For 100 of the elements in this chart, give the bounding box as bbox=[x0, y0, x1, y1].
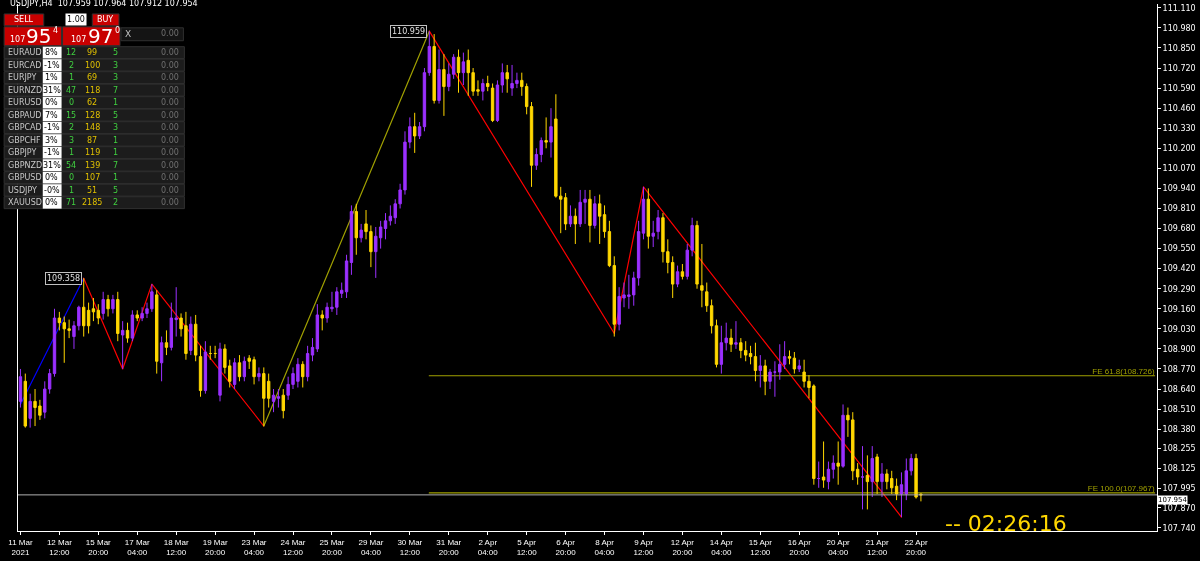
y-tick-label: 110.720 bbox=[1162, 63, 1196, 73]
candlestick bbox=[680, 263, 685, 280]
annotation: 0 bbox=[115, 26, 121, 35]
candlestick bbox=[232, 357, 237, 390]
candlestick bbox=[841, 403, 845, 469]
x-tick-label: 5 Apr 12:00 bbox=[516, 537, 538, 557]
candlestick bbox=[763, 359, 767, 396]
annotation: 1 bbox=[113, 148, 119, 157]
annotation: 5 bbox=[113, 111, 119, 120]
y-tick-label: 109.160 bbox=[1162, 304, 1196, 314]
candlestick bbox=[354, 203, 358, 256]
annotation: 0% bbox=[45, 98, 59, 107]
annotation: 1% bbox=[45, 73, 59, 82]
x-tick-label: 18 Mar 12:00 bbox=[163, 537, 189, 557]
x-tick-label: 12 Apr 20:00 bbox=[670, 537, 695, 557]
annotation: 97 bbox=[88, 24, 114, 48]
candlestick bbox=[860, 445, 865, 510]
candlestick bbox=[164, 329, 169, 356]
y-tick-label: 107.995 bbox=[1162, 484, 1196, 494]
annotation: 1.00 bbox=[67, 15, 85, 24]
candlestick bbox=[276, 388, 281, 409]
candlestick bbox=[301, 360, 305, 388]
annotation: 0% bbox=[45, 198, 59, 207]
annotation: 62 bbox=[87, 98, 98, 107]
x-tick-label: 24 Mar 12:00 bbox=[280, 537, 306, 557]
annotation: 31% bbox=[43, 86, 62, 95]
y-tick-label: 109.940 bbox=[1162, 184, 1196, 194]
candlestick bbox=[675, 265, 680, 288]
candlestick bbox=[865, 454, 870, 510]
annotation: 109.358 bbox=[47, 274, 81, 283]
annotation: -1% bbox=[44, 123, 60, 132]
candlestick bbox=[23, 373, 27, 429]
chart-title: USDJPY,H4 107.959 107.964 107.912 107.954 bbox=[10, 0, 198, 9]
y-tick-label: 108.900 bbox=[1162, 344, 1196, 354]
annotation: 7 bbox=[113, 86, 119, 95]
annotation: 69 bbox=[87, 73, 98, 82]
annotation: 3 bbox=[113, 123, 119, 132]
candlestick bbox=[135, 309, 139, 322]
candlestick bbox=[748, 345, 753, 365]
candlestick bbox=[130, 309, 135, 342]
y-tick-label: 110.590 bbox=[1162, 83, 1196, 93]
annotation: 139 bbox=[85, 161, 101, 170]
x-tick-label: 19 Mar 20:00 bbox=[202, 537, 228, 557]
annotation: 0.00 bbox=[161, 136, 179, 145]
annotation: 0.00 bbox=[161, 186, 179, 195]
annotation: USDJPY bbox=[8, 186, 38, 195]
annotation: 12 bbox=[66, 48, 77, 57]
annotation: 7 bbox=[113, 161, 119, 170]
x-tick-label: 25 Mar 20:00 bbox=[319, 537, 345, 557]
x-tick-label: 8 Apr 04:00 bbox=[594, 537, 616, 557]
x-tick-label: 29 Mar 04:00 bbox=[358, 537, 384, 557]
candlestick bbox=[651, 220, 655, 248]
x-tick-label: 6 Apr 20:00 bbox=[555, 537, 577, 557]
series-label: FE 100.0(107.967) bbox=[1087, 483, 1155, 493]
candlestick bbox=[481, 78, 485, 101]
annotation: 0.00 bbox=[161, 161, 179, 170]
candlestick bbox=[714, 319, 719, 368]
y-tick-label: 108.125 bbox=[1162, 464, 1196, 474]
candlestick bbox=[821, 440, 826, 489]
annotation: 3% bbox=[45, 136, 59, 145]
annotation: 0 bbox=[69, 173, 75, 182]
candlestick bbox=[792, 351, 797, 375]
candlestick bbox=[305, 345, 310, 382]
candlestick bbox=[320, 309, 324, 331]
annotation: 110.959 bbox=[392, 27, 426, 36]
annotation: 128 bbox=[85, 111, 101, 120]
annotation: 47 bbox=[66, 86, 77, 95]
x-tick-label: 16 Apr 20:00 bbox=[787, 537, 812, 557]
annotation: 31% bbox=[43, 161, 62, 170]
annotation: 1 bbox=[113, 136, 119, 145]
y-tick-label: 109.420 bbox=[1162, 264, 1196, 274]
candlestick bbox=[875, 453, 879, 495]
annotation: GBPCHF bbox=[8, 136, 42, 145]
x-tick-label: 11 Mar 2021 bbox=[8, 537, 33, 557]
candlestick bbox=[544, 116, 548, 149]
annotation: 118 bbox=[85, 86, 101, 95]
annotation: EURAUD bbox=[8, 48, 42, 57]
x-tick-label: 30 Mar 12:00 bbox=[397, 537, 423, 557]
annotation: -0% bbox=[44, 186, 60, 195]
candlestick bbox=[505, 64, 509, 94]
annotation: GBPJPY bbox=[8, 148, 37, 157]
candlestick bbox=[593, 195, 597, 230]
annotation: 0% bbox=[45, 173, 59, 182]
candlestick bbox=[568, 204, 573, 228]
annotation: 15 bbox=[66, 111, 77, 120]
annotation: 0 bbox=[69, 98, 75, 107]
candlestick bbox=[880, 462, 884, 498]
annotation: 95 bbox=[26, 24, 52, 48]
annotation: 54 bbox=[66, 161, 77, 170]
annotation: SELL bbox=[14, 15, 34, 24]
candlestick bbox=[753, 342, 758, 382]
candlestick bbox=[442, 53, 446, 117]
annotation: 119 bbox=[85, 148, 101, 157]
annotation: 1 bbox=[69, 148, 75, 157]
y-tick-label: 110.850 bbox=[1162, 43, 1196, 53]
annotation: 107 bbox=[10, 35, 26, 44]
candlestick bbox=[549, 107, 553, 159]
annotation: 71 bbox=[66, 198, 77, 207]
candlestick bbox=[656, 209, 660, 240]
annotation: EURJPY bbox=[8, 73, 37, 82]
